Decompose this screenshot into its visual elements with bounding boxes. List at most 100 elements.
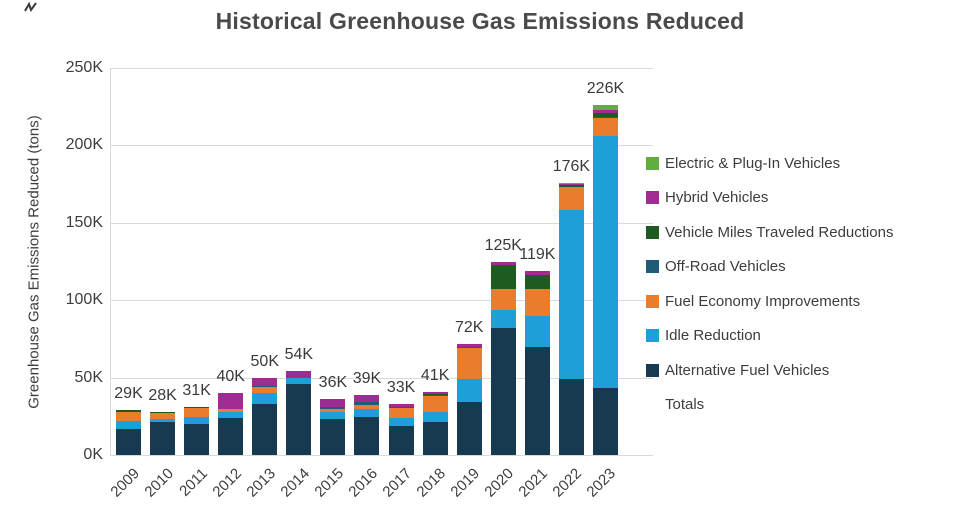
bar-total-label: 226K — [586, 80, 625, 98]
bar-segment — [354, 417, 380, 455]
legend-swatch — [646, 225, 659, 239]
x-tick-label: 2009 — [106, 465, 143, 501]
bar-segment — [558, 210, 584, 380]
legend-label: Vehicle Miles Traveled Reductions — [665, 223, 894, 241]
gridline — [110, 377, 653, 379]
bar-segment — [456, 347, 482, 380]
bar-segment — [184, 424, 210, 455]
bar-segment — [456, 379, 482, 403]
bar-segment — [184, 417, 210, 425]
bar-segment — [422, 391, 448, 394]
legend-swatch — [646, 294, 659, 308]
bar-segment — [116, 410, 141, 412]
legend-item: Hybrid Vehicles — [646, 181, 893, 216]
bar-total-label: 125K — [484, 236, 522, 254]
bar-segment — [252, 386, 278, 394]
bar-segment — [422, 394, 448, 397]
bar-total-label: 39K — [352, 369, 382, 387]
bar-total-label: 41K — [420, 366, 450, 384]
bar-segment — [456, 402, 482, 455]
corner-scribble-icon — [24, 2, 37, 13]
legend-item: Fuel Economy Improvements — [646, 284, 893, 319]
x-tick-label: 2015 — [311, 465, 347, 501]
bar-segment — [252, 377, 278, 387]
bar-segment — [252, 393, 278, 404]
bar-total-label: 176K — [552, 157, 591, 175]
bar-total-label: 50K — [250, 352, 279, 370]
x-tick-label: 2023 — [583, 465, 620, 501]
bar-segment — [388, 403, 414, 407]
bar-segment — [388, 417, 414, 427]
bar-segment — [592, 105, 618, 110]
legend-label: Electric & Plug-In Vehicles — [665, 154, 841, 172]
bar-segment — [422, 411, 448, 422]
bar-segment — [116, 420, 141, 429]
chart-title: Historical Greenhouse Gas Emissions Redu… — [215, 8, 745, 34]
bar-segment — [422, 396, 448, 412]
bar-segment — [490, 264, 516, 290]
bar-segment — [388, 407, 414, 418]
y-axis-title: Greenhouse Gas Emissions Reduced (tons) — [25, 115, 43, 409]
bar-total-label: 119K — [519, 245, 556, 263]
bar-segment — [592, 112, 618, 117]
x-tick-label: 2010 — [140, 465, 177, 501]
bar-segment — [116, 411, 141, 421]
bar-segment — [388, 426, 414, 455]
bar-segment — [592, 136, 618, 389]
bar-segment — [558, 184, 584, 188]
bar-segment — [490, 310, 516, 329]
bar-segment — [592, 116, 618, 118]
bar-segment — [320, 412, 346, 420]
legend-swatch — [646, 329, 659, 343]
bar-segment — [184, 407, 210, 418]
gridline — [110, 68, 653, 69]
y-tick-label: 250K — [65, 59, 103, 76]
bar-segment — [490, 261, 516, 265]
bar-segment — [354, 405, 380, 409]
bar-segment — [218, 417, 244, 455]
legend-swatch — [646, 191, 659, 205]
bar-segment — [422, 421, 448, 455]
x-tick-label: 2017 — [379, 465, 416, 501]
y-tick-label: 50K — [74, 368, 103, 386]
bar-segment — [592, 117, 618, 137]
bar-segment — [218, 393, 244, 409]
y-tick-label: 100K — [65, 291, 103, 309]
bar-segment — [252, 403, 278, 455]
bar-segment — [524, 288, 550, 316]
bar-segment — [524, 346, 550, 455]
x-tick-label: 2013 — [243, 465, 279, 501]
bar-segment — [558, 187, 584, 211]
bar-segment — [456, 343, 482, 347]
bar-total-label: 36K — [318, 374, 348, 392]
bar-segment — [558, 183, 584, 185]
bar-segment — [218, 411, 244, 418]
x-tick-label: 2021 — [515, 465, 552, 501]
bar-segment — [524, 270, 550, 275]
y-tick-label: 0K — [83, 446, 103, 463]
bar-total-label: 72K — [454, 318, 484, 336]
bar-segment — [150, 419, 176, 423]
bar-segment — [320, 419, 346, 455]
x-tick-label: 2016 — [345, 465, 382, 501]
gridline — [110, 455, 653, 456]
bar-segment — [388, 407, 414, 408]
legend-label: Alternative Fuel Vehicles — [665, 361, 830, 379]
bar-segment — [184, 407, 210, 408]
legend: Electric & Plug-In Vehicles Hybrid Vehicl… — [646, 146, 893, 422]
x-tick-label: 2022 — [549, 465, 586, 501]
bar-segment — [592, 109, 618, 113]
bar-segment — [286, 383, 312, 455]
legend-label: Off-Road Vehicles — [665, 258, 786, 276]
bar-segment — [218, 408, 244, 412]
y-axis-line — [110, 68, 111, 455]
legend-item: Idle Reduction — [646, 319, 893, 354]
x-tick-label: 2018 — [413, 465, 450, 501]
bar-segment — [354, 408, 380, 418]
y-tick-label: 150K — [65, 213, 103, 231]
bar-total-label: 33K — [386, 378, 416, 396]
bar-total-label: 29K — [114, 385, 143, 403]
bar-segment — [490, 328, 516, 455]
bar-segment — [286, 377, 312, 384]
bar-segment — [490, 289, 516, 311]
